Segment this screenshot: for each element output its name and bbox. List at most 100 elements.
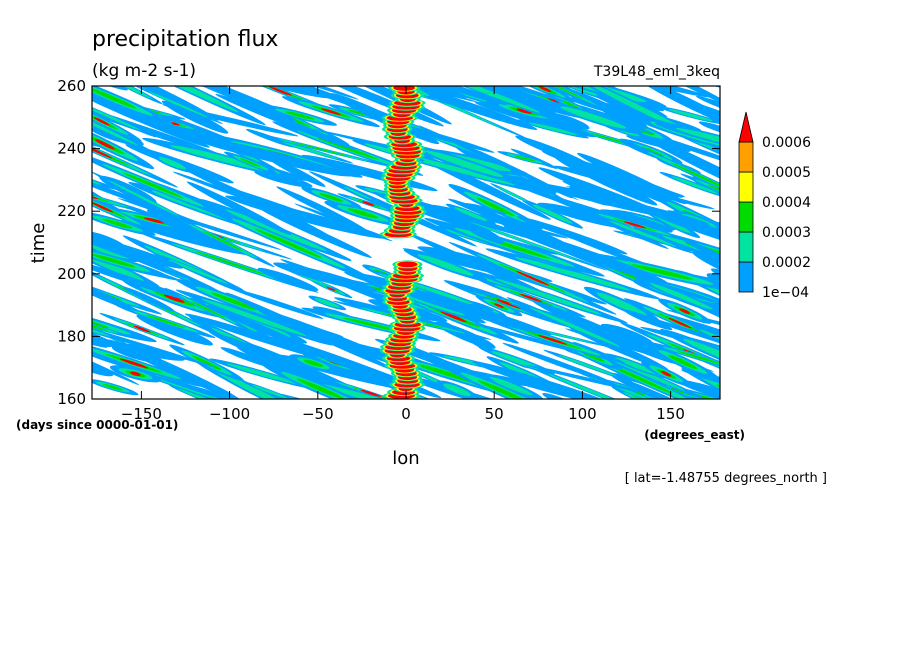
band-level-3 (677, 350, 720, 364)
precip-band (109, 365, 162, 383)
band-level-1 (225, 195, 386, 239)
precip-band (417, 246, 524, 275)
band-level-6 (538, 86, 552, 92)
band-level-3 (33, 111, 73, 130)
band-level-1 (537, 202, 630, 229)
precip-band (99, 312, 185, 346)
band-level-3 (343, 317, 399, 332)
band-level-2 (168, 259, 229, 284)
precip-band (544, 146, 666, 204)
precip-band (92, 153, 230, 218)
band-level-1 (677, 379, 720, 399)
band-level-3 (122, 172, 184, 199)
band-level-1 (623, 309, 673, 331)
precip-band (468, 269, 628, 324)
band-level-2 (92, 162, 103, 204)
band-level-1 (254, 170, 313, 188)
precip-band (542, 392, 591, 399)
band-level-2 (615, 357, 659, 375)
band-level-6 (360, 389, 382, 397)
band-level-6 (130, 371, 141, 377)
band-level-1 (445, 281, 505, 300)
precip-band (592, 213, 694, 254)
precip-band (658, 298, 712, 324)
colorbar-segment (738, 261, 754, 293)
band-level-2 (108, 180, 179, 216)
precip-band (276, 186, 369, 233)
precip-band (441, 211, 608, 271)
band-level-6 (516, 108, 532, 114)
y-tick-label: 160 (57, 390, 86, 408)
band-level-1 (146, 208, 206, 238)
column-level-6 (397, 261, 418, 268)
band-level-3 (254, 228, 323, 259)
band-level-3 (476, 197, 515, 217)
precip-band (531, 300, 678, 365)
band-level-1 (233, 86, 359, 100)
band-level-1 (92, 99, 102, 141)
x-axis-units: (degrees_east) (644, 428, 745, 443)
precip-band (378, 282, 552, 336)
band-level-1 (92, 231, 126, 249)
precip-band (200, 199, 352, 262)
precip-band (281, 96, 380, 128)
precip-band (579, 208, 690, 242)
colorbar-label: 1e−04 (762, 285, 809, 301)
band-level-3 (190, 300, 226, 319)
band-level-3 (544, 86, 584, 99)
precip-band (491, 374, 627, 399)
precip-band (92, 211, 156, 236)
precip-band (92, 106, 94, 136)
precip-band (445, 203, 496, 225)
precip-band (92, 330, 113, 348)
band-level-2 (92, 112, 138, 146)
band-level-6 (440, 311, 467, 323)
precip-band (170, 214, 275, 268)
precip-band (474, 101, 596, 138)
band-level-3 (603, 362, 673, 394)
band-level-1 (186, 181, 292, 236)
band-level-1 (366, 86, 507, 106)
precip-band (294, 203, 393, 242)
precip-band (151, 153, 193, 173)
band-level-1 (92, 106, 94, 136)
precip-band (679, 237, 720, 275)
precip-band (659, 171, 720, 199)
run-label: T39L48_eml_3keq (593, 64, 720, 80)
precip-band (611, 375, 720, 399)
colorbar-label: 0.0005 (762, 165, 811, 181)
precip-band (680, 173, 720, 212)
precip-band (470, 322, 591, 356)
precip-band (254, 170, 313, 188)
precip-band (268, 137, 354, 164)
precip-band (121, 219, 252, 256)
band-level-3 (48, 235, 81, 252)
band-level-3 (296, 378, 345, 399)
colorbar: 1e−04 0.0002 0.0003 0.0004 0.0005 0.0006 (738, 111, 811, 301)
band-level-1 (125, 86, 296, 122)
precip-band (584, 252, 720, 292)
precip-band (257, 308, 406, 367)
band-level-3 (668, 354, 698, 370)
band-level-1 (502, 342, 614, 384)
precip-band (463, 222, 504, 244)
band-level-3 (478, 380, 531, 399)
band-level-2 (584, 86, 695, 136)
precip-band (644, 341, 720, 374)
band-level-6 (520, 293, 543, 303)
precip-band (543, 349, 633, 382)
precip-band (486, 100, 563, 123)
band-level-3 (92, 309, 110, 329)
band-level-1 (276, 186, 369, 233)
band-level-3 (191, 355, 222, 371)
precip-band (525, 364, 648, 394)
band-level-1 (92, 361, 114, 377)
precip-band (538, 167, 678, 222)
band-level-6 (661, 371, 672, 377)
precip-band (619, 138, 720, 219)
precip-band (175, 289, 333, 346)
precip-band (657, 106, 720, 125)
band-level-2 (92, 162, 102, 185)
band-level-1 (531, 300, 678, 365)
precip-band (472, 361, 639, 399)
